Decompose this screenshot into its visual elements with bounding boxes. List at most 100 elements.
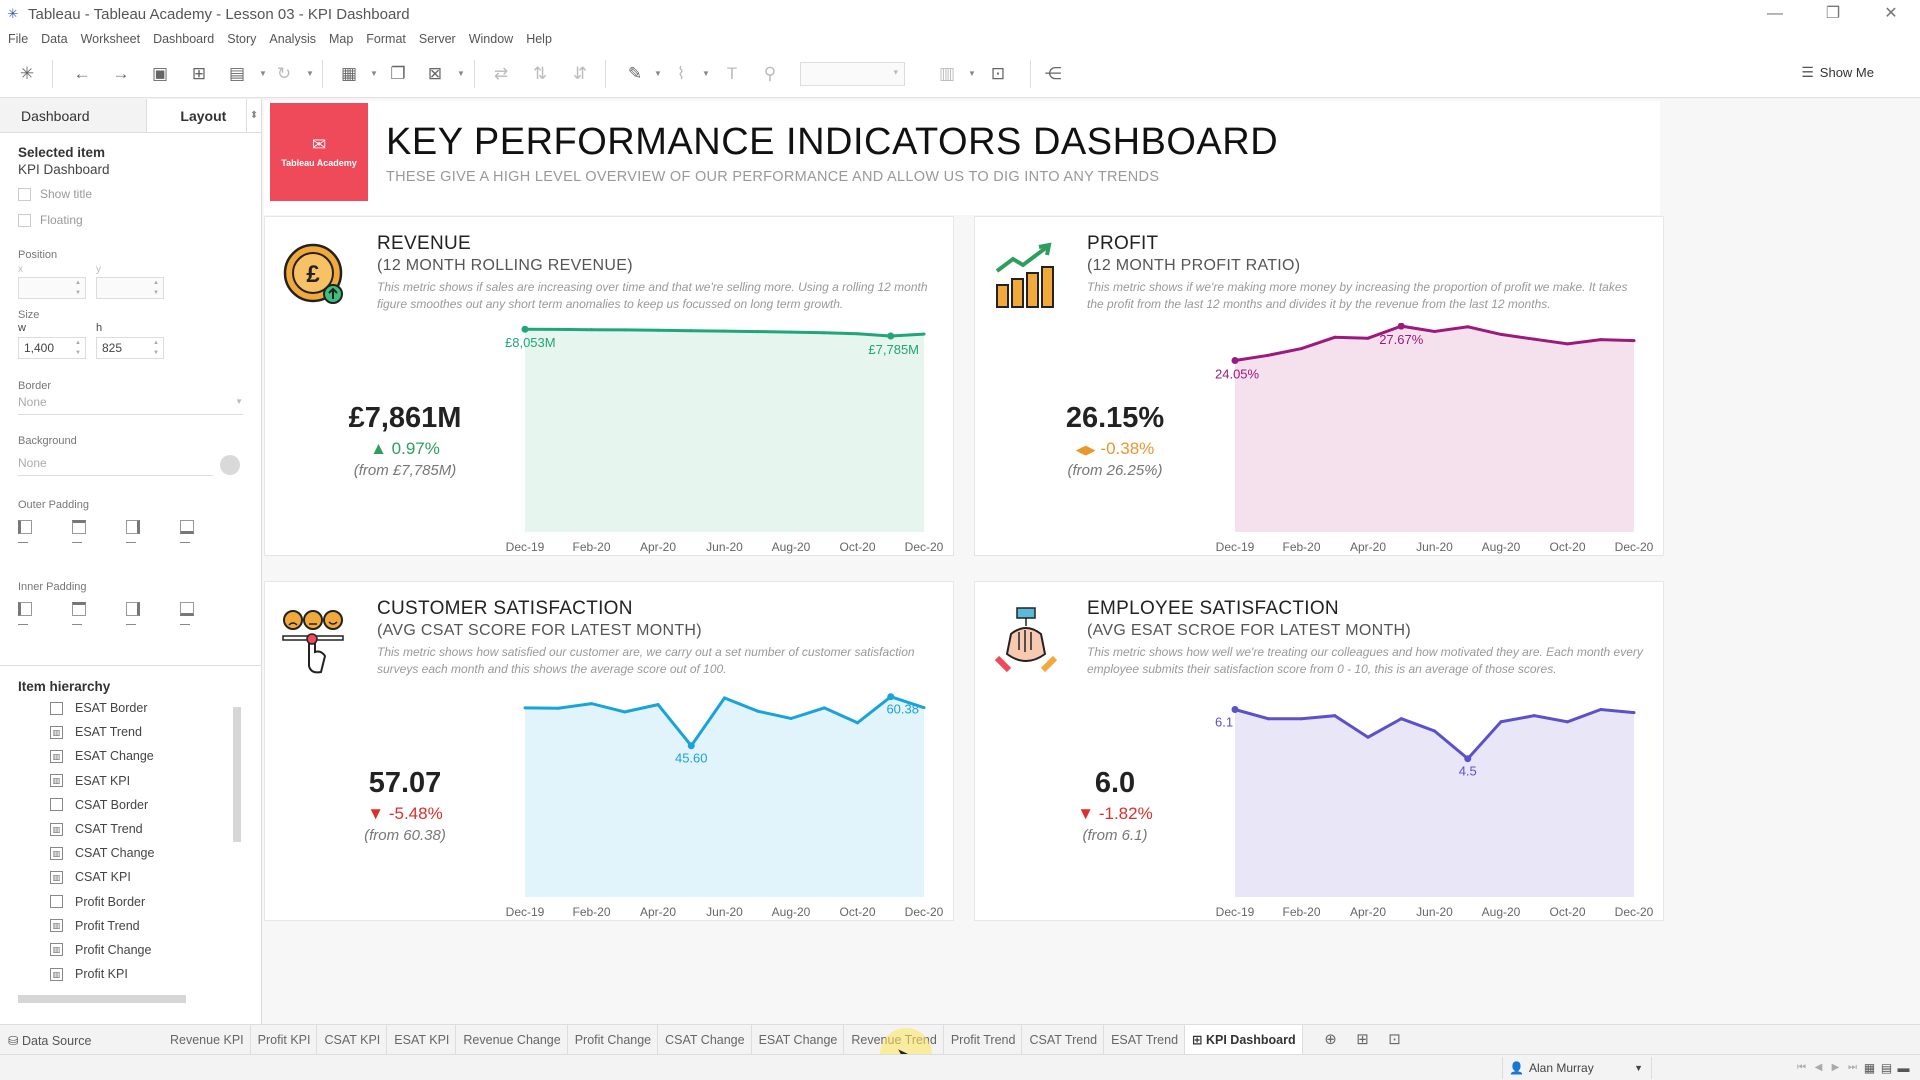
spinner-icon[interactable]: ▲ ▼ <box>75 340 81 356</box>
sheet-tab[interactable]: CSAT Change <box>658 1025 752 1055</box>
spinner-icon[interactable]: ▲ ▼ <box>75 280 81 296</box>
group-icon[interactable]: ⌇ <box>676 64 686 83</box>
outer-padding-top[interactable] <box>72 520 126 543</box>
data-point[interactable] <box>1566 720 1569 724</box>
clear-sheet-icon[interactable]: ⊠ <box>427 64 443 83</box>
data-point[interactable] <box>922 332 926 336</box>
sheet-tab[interactable]: CSAT Trend <box>1022 1025 1105 1055</box>
hierarchy-item[interactable]: ▥ Profit KPI <box>50 962 154 986</box>
highlight-point[interactable] <box>887 693 895 701</box>
sheet-tab[interactable]: Profit Change <box>568 1025 659 1055</box>
new-worksheet-icon[interactable]: ⊕ <box>1324 1031 1337 1048</box>
data-point[interactable] <box>922 706 926 710</box>
chevron-down-icon[interactable]: ▼ <box>968 69 976 78</box>
menu-data[interactable]: Data <box>41 32 68 46</box>
hierarchy-horizontal-scrollbar[interactable] <box>18 995 186 1003</box>
sheet-tab[interactable]: Revenue Change <box>456 1025 568 1055</box>
highlight-point[interactable] <box>1231 357 1239 365</box>
data-point[interactable] <box>689 329 693 333</box>
show-filmstrip-icon[interactable]: ▤ <box>1880 1061 1893 1075</box>
redo-icon[interactable]: → <box>112 64 130 83</box>
close-button[interactable]: ✕ <box>1884 5 1898 22</box>
new-worksheet-icon[interactable]: ▦ <box>340 64 358 83</box>
csat-trend-chart[interactable]: 45.60 60.38 Dec-19 Feb-20 Apr-20 Jun-20 Aug-20… <box>505 688 955 922</box>
position-x-input[interactable]: ▲ ▼ <box>18 277 86 299</box>
data-point[interactable] <box>656 703 660 707</box>
inner-padding-right[interactable] <box>126 602 180 625</box>
data-point[interactable] <box>1399 717 1403 721</box>
data-point[interactable] <box>1300 717 1303 721</box>
data-point[interactable] <box>590 328 593 332</box>
data-point[interactable] <box>1532 337 1536 341</box>
show-tabs-icon[interactable]: ▬ <box>1897 1061 1910 1075</box>
sheet-tab[interactable]: Revenue KPI <box>163 1025 251 1055</box>
menu-window[interactable]: Window <box>468 32 514 46</box>
new-data-source-icon[interactable]: ⊞ <box>191 64 207 83</box>
chevron-down-icon[interactable]: ▼ <box>306 69 314 78</box>
labels-icon[interactable]: T <box>726 64 738 83</box>
data-point[interactable] <box>523 706 527 710</box>
highlight-point[interactable] <box>1397 323 1405 330</box>
data-point[interactable] <box>1433 729 1436 733</box>
data-point[interactable] <box>856 332 859 336</box>
cards-icon[interactable]: ▥ <box>938 64 956 83</box>
floating-checkbox[interactable]: Floating <box>18 213 83 227</box>
chevron-down-icon[interactable]: ▼ <box>654 69 662 78</box>
hierarchy-item[interactable]: ESAT Border <box>50 696 154 720</box>
first-sheet-icon[interactable]: ⏮ <box>1797 1062 1806 1073</box>
esat-trend-chart[interactable]: 6.1 4.5 Dec-19 Feb-20 Apr-20 Jun-20 Aug-20 Oct-… <box>1215 688 1665 922</box>
show-title-checkbox[interactable]: Show title <box>18 187 92 201</box>
save-icon[interactable]: ▣ <box>151 64 169 83</box>
background-color-swatch[interactable] <box>220 455 240 475</box>
data-point[interactable] <box>756 709 760 713</box>
outer-padding-right[interactable] <box>126 520 180 543</box>
sort-ascending-icon[interactable]: ⇅ <box>532 64 548 83</box>
restore-button[interactable]: ❐ <box>1825 5 1841 22</box>
hierarchy-item[interactable]: ▥ CSAT Change <box>50 841 154 865</box>
hierarchy-item[interactable]: ▥ ESAT Change <box>50 744 154 768</box>
fit-select[interactable] <box>800 62 905 86</box>
hierarchy-item[interactable]: ▥ Profit Trend <box>50 914 154 938</box>
data-point[interactable] <box>556 706 560 710</box>
menu-format[interactable]: Format <box>366 32 406 46</box>
new-dashboard-icon[interactable]: ⊞ <box>1356 1031 1369 1048</box>
highlight-icon[interactable]: ✎ <box>627 64 643 83</box>
csat-card[interactable]: CUSTOMER SATISFACTION (AVG CSAT SCORE FO… <box>264 581 954 921</box>
prev-sheet-icon[interactable]: ◀ <box>1814 1062 1823 1073</box>
menu-help[interactable]: Help <box>526 32 552 46</box>
esat-card[interactable]: EMPLOYEE SATISFACTION (AVG ESAT SCROE FO… <box>974 581 1664 921</box>
height-input[interactable]: 825 ▲ ▼ <box>96 337 164 359</box>
inner-padding-bottom[interactable] <box>180 602 234 625</box>
data-point[interactable] <box>1333 714 1337 718</box>
new-story-icon[interactable]: ⊡ <box>1388 1031 1401 1048</box>
tableau-home-icon[interactable]: ✳ <box>19 64 35 83</box>
swap-icon[interactable]: ⇄ <box>493 64 509 83</box>
minimize-button[interactable]: — <box>1767 5 1783 22</box>
highlight-point[interactable] <box>1231 706 1239 714</box>
pin-icon[interactable]: ⚲ <box>763 64 777 83</box>
tab-layout[interactable]: Layout <box>147 99 248 132</box>
inner-padding-top[interactable] <box>72 602 126 625</box>
presentation-mode-icon[interactable]: ⊡ <box>990 64 1006 83</box>
sheet-tab[interactable]: Profit Trend <box>944 1025 1023 1055</box>
hierarchy-item[interactable]: ▥ ESAT Trend <box>50 720 154 744</box>
checkbox-box[interactable] <box>18 187 31 201</box>
data-point[interactable] <box>822 331 826 335</box>
hierarchy-item[interactable]: ▥ ESAT KPI <box>50 769 154 793</box>
profit-trend-chart[interactable]: 24.05% 27.67% Dec-19 Feb-20 Apr-20 Jun-20 Aug-… <box>1215 323 1665 557</box>
hierarchy-item[interactable]: ▥ CSAT KPI <box>50 865 154 889</box>
data-point[interactable] <box>789 717 793 721</box>
hierarchy-scrollbar[interactable] <box>233 707 241 842</box>
data-point[interactable] <box>1566 342 1569 346</box>
border-select[interactable]: None ▼ <box>18 395 243 415</box>
data-point[interactable] <box>1466 325 1470 329</box>
menu-file[interactable]: File <box>8 32 29 46</box>
sheet-tab[interactable]: ESAT Trend <box>1104 1025 1186 1055</box>
data-point[interactable] <box>1333 335 1337 339</box>
tab-dashboard[interactable]: Dashboard <box>0 99 148 132</box>
data-point[interactable] <box>1599 708 1603 712</box>
outer-padding-bottom[interactable] <box>180 520 234 543</box>
refresh-icon[interactable]: ↻ <box>276 64 292 83</box>
data-point[interactable] <box>1532 714 1536 718</box>
chevron-down-icon[interactable]: ▼ <box>702 69 710 78</box>
